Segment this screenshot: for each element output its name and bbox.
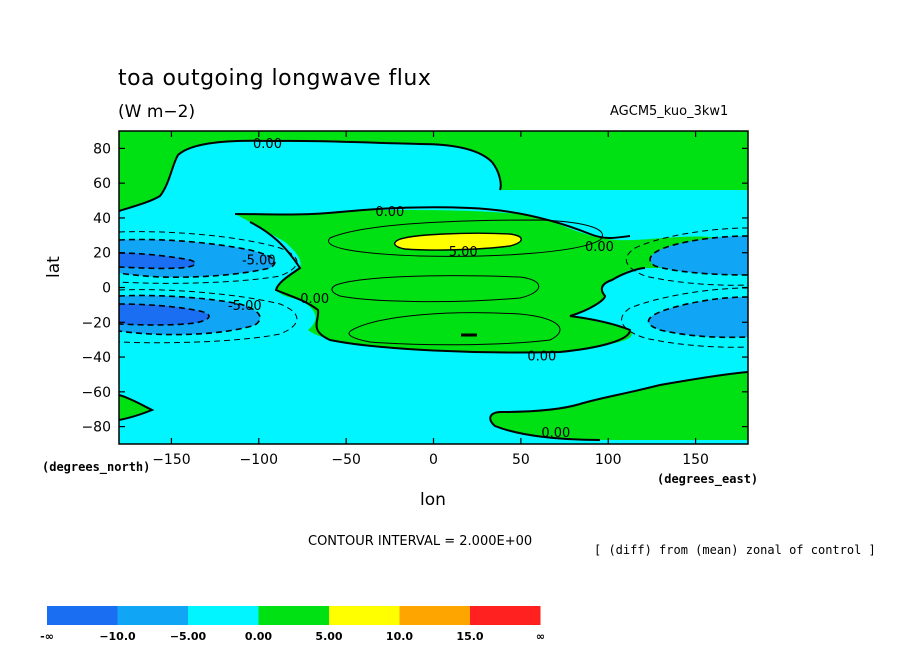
fill-deepblue-left-north — [119, 253, 196, 269]
contour-yellow-core — [394, 232, 522, 251]
contour-positive-1 — [327, 219, 603, 257]
legend-bound-label: −10.0 — [99, 630, 136, 643]
contour-fills — [119, 131, 748, 444]
units-label: (W m−2) — [118, 102, 196, 122]
contour-positive-2 — [331, 275, 540, 303]
fill-green-north — [119, 131, 748, 268]
y-axis-note: (degrees_north) — [42, 460, 151, 474]
contour-label: 5.00 — [449, 245, 478, 260]
fill-green-south-left — [119, 395, 152, 420]
y-tick-label: 80 — [93, 141, 111, 157]
x-tick-label: 100 — [595, 452, 622, 468]
dash-left-south-inner — [119, 303, 210, 326]
legend-bound-label: 15.0 — [456, 630, 483, 643]
legend-swatch — [329, 606, 400, 625]
dashed-contours — [119, 227, 748, 348]
legend-bound-label: 10.0 — [386, 630, 413, 643]
contour-positive-3 — [348, 312, 561, 346]
dash-right-north-mid — [649, 235, 748, 276]
model-label: AGCM5_kuo_3kw1 — [610, 104, 729, 119]
zero-contour-south — [489, 371, 748, 441]
contour-labels: 0.00 0.00 0.00 5.00 -5.00 0.00 -5.00 0.00 0.00 — [228, 137, 614, 441]
fill-cyan-north-polar — [119, 140, 501, 226]
axis-ticks: −150 −100 −50 0 50 100 150 80 60 40 20 0 −20 −40 −60 −8… — [81, 131, 748, 468]
dash-left-north-mid — [119, 238, 276, 278]
contour-label: -5.00 — [242, 254, 276, 269]
zero-contour-equator — [249, 221, 646, 354]
x-axis-note: (degrees_east) — [657, 472, 759, 486]
x-tick-label: 0 — [429, 452, 438, 468]
contour-interval-text: CONTOUR INTERVAL = 2.000E+00 — [308, 534, 533, 549]
x-tick-label: −50 — [331, 452, 361, 468]
dash-right-south-mid — [647, 296, 748, 339]
fill-yellow-core — [394, 233, 522, 250]
fill-deepblue-left-south — [119, 304, 210, 325]
fill-midblue-right-north — [650, 236, 748, 275]
x-tick-label: 150 — [682, 452, 709, 468]
x-tick-label: −150 — [152, 452, 190, 468]
dash-left-north-outer — [119, 231, 298, 284]
chart-title: toa outgoing longwave flux — [118, 66, 432, 91]
zero-contour-southwest — [119, 394, 155, 421]
x-tick-label: −100 — [240, 452, 278, 468]
fill-midblue-right-south — [648, 297, 748, 338]
legend-bound-label: 0.00 — [245, 630, 272, 643]
legend-swatch — [117, 606, 188, 625]
dash-right-south-outer — [621, 287, 748, 348]
dash-left-south-outer — [119, 289, 298, 344]
y-tick-label: −60 — [81, 385, 111, 401]
legend-bound-label: -∞ — [40, 630, 54, 643]
x-tick-label: 50 — [512, 452, 530, 468]
contour-label: 0.00 — [375, 205, 404, 220]
y-tick-label: 0 — [102, 281, 111, 297]
color-legend: -∞ −10.0 −5.00 0.00 5.00 10.0 15.0 ∞ — [40, 606, 545, 643]
y-tick-label: 20 — [93, 246, 111, 262]
fill-green-south-right — [490, 372, 748, 444]
zero-contour-tongue — [234, 206, 631, 239]
contour-lines — [119, 139, 748, 441]
legend-swatch — [470, 606, 541, 625]
dash-right-north-outer — [625, 227, 748, 286]
y-tick-label: 60 — [93, 176, 111, 192]
fill-green-center — [276, 268, 640, 352]
legend-swatch — [399, 606, 470, 625]
contour-label: 0.00 — [541, 426, 570, 441]
contour-label: 0.00 — [527, 349, 556, 364]
y-tick-label: −20 — [81, 315, 111, 331]
dash-left-south-mid — [119, 294, 261, 336]
legend-swatch — [188, 606, 259, 625]
dash-left-north-inner — [119, 252, 196, 270]
description-text: [ (diff) from (mean) zonal of control ] — [594, 543, 876, 557]
legend-bound-label: −5.00 — [170, 630, 207, 643]
contour-label: 0.00 — [253, 137, 282, 152]
contour-label: -5.00 — [228, 299, 262, 314]
x-axis-label: lon — [420, 490, 446, 510]
legend-bound-label: 5.00 — [315, 630, 342, 643]
legend-swatch — [47, 606, 118, 625]
legend-bound-label: ∞ — [536, 630, 545, 643]
contour-label: 0.00 — [585, 240, 614, 255]
contour-label: 0.00 — [300, 292, 329, 307]
y-tick-label: −80 — [81, 420, 111, 436]
legend-swatch — [258, 606, 329, 625]
zero-contour-north — [119, 139, 502, 212]
y-tick-label: −40 — [81, 350, 111, 366]
y-tick-label: 40 — [93, 211, 111, 227]
